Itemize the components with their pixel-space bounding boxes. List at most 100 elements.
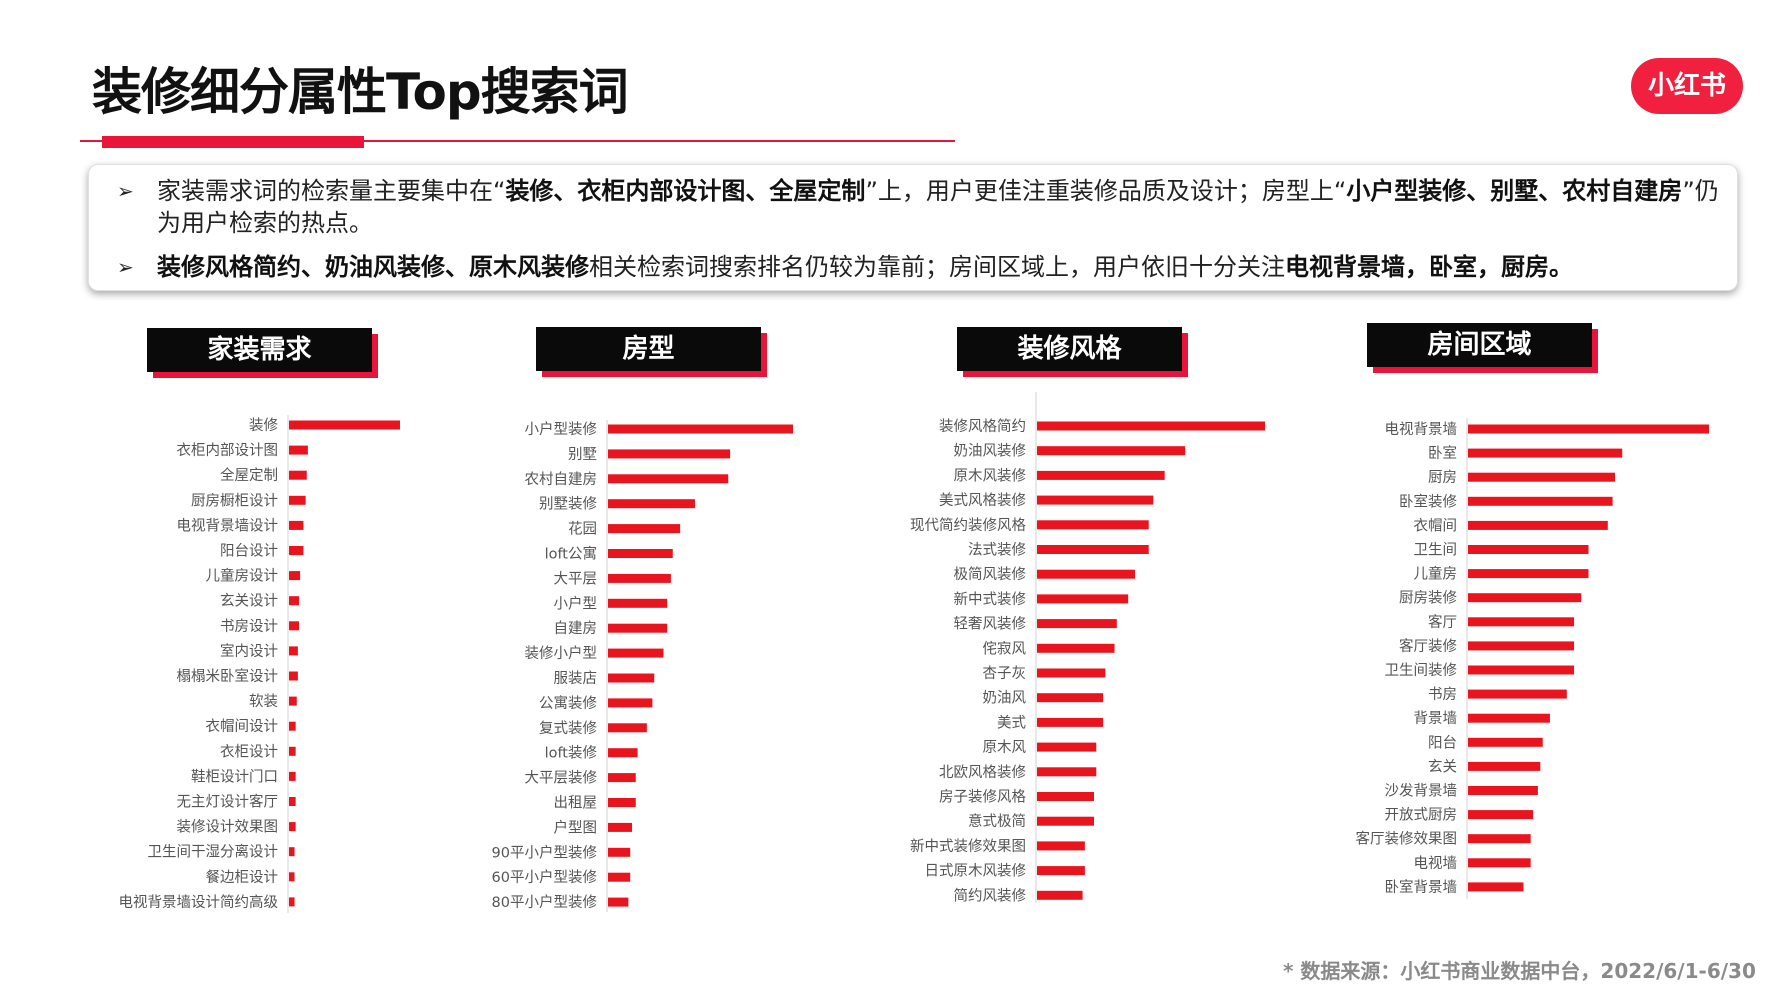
category-label: 客厅装修效果图: [1356, 831, 1458, 848]
chart-title: 房型: [536, 327, 761, 371]
category-label: 儿童房: [1414, 565, 1458, 583]
bar: [608, 449, 731, 459]
category-label: 小户型: [554, 595, 598, 612]
category-label: 卫生间装修: [1385, 662, 1458, 679]
category-label: 装修: [249, 417, 278, 434]
data-source-note: * 数据来源：小红书商业数据中台，2022/6/1-6/30: [1283, 959, 1756, 983]
bar: [1468, 737, 1543, 747]
category-label: 出租屋: [554, 795, 598, 812]
bar: [1468, 882, 1524, 892]
bar: [608, 698, 653, 708]
bar: [1037, 470, 1165, 480]
category-label: 原木风: [983, 739, 1027, 756]
category-label: 别墅装修: [539, 496, 597, 513]
bar: [608, 673, 655, 683]
chart-tag-room-area: 房间区域: [1367, 323, 1598, 373]
bar: [1037, 495, 1154, 505]
bar: [289, 546, 304, 555]
bar: [289, 746, 296, 756]
category-label: 卫生间干湿分离设计: [148, 844, 279, 861]
bar: [289, 872, 295, 882]
bar: [608, 499, 695, 509]
category-label: 80平小户型装修: [492, 894, 598, 911]
bar: [289, 822, 296, 832]
category-label: 衣柜内部设计图: [177, 442, 279, 459]
category-label: 榻榻米卧室设计: [177, 668, 279, 685]
bullet-segment: 家装需求词的检索量主要集中在“: [157, 177, 506, 205]
category-label: 厨房: [1428, 469, 1457, 486]
bar: [1468, 569, 1589, 579]
bar: [608, 524, 681, 534]
category-label: 意式极简: [968, 812, 1026, 830]
category-label: 大平层: [554, 570, 598, 587]
bar: [1468, 424, 1709, 434]
bar: [1037, 816, 1094, 826]
bar: [1037, 421, 1265, 431]
category-label: 全屋定制: [220, 466, 278, 484]
bar: [1037, 742, 1097, 752]
bar: [1468, 689, 1567, 699]
bar: [289, 897, 295, 907]
category-label: 公寓装修: [539, 694, 597, 712]
category-label: 美式风格装修: [939, 492, 1026, 509]
category-label: 大平层装修: [525, 770, 598, 787]
category-label: 新中式装修效果图: [910, 838, 1026, 855]
bar: [608, 623, 668, 633]
category-label: 侘寂风: [983, 640, 1027, 657]
category-label: 背景墙: [1414, 710, 1458, 727]
page-title: 装修细分属性Top搜索词: [92, 63, 629, 121]
bar-chart-1: 装修衣柜内部设计图全屋定制厨房橱柜设计电视背景墙设计阳台设计儿童房设计玄关设计书…: [119, 415, 400, 913]
category-label: 客厅装修: [1399, 638, 1457, 655]
category-label: 新中式装修: [954, 591, 1027, 608]
bar: [608, 748, 638, 758]
title-underline: [80, 140, 955, 142]
bullet-segment: ”上，用户更佳注重装修品质及设计；房型上“: [865, 177, 1347, 205]
bar: [1468, 448, 1623, 458]
chart-tag-style: 装修风格: [957, 327, 1188, 377]
category-label: 衣柜设计: [220, 743, 278, 760]
bar: [1468, 713, 1550, 723]
category-label: 复式装修: [539, 719, 597, 737]
bar: [1037, 866, 1085, 876]
bullet-segment: 相关检索词搜索排名仍较为靠前；房间区域上，用户依旧十分关注: [589, 253, 1285, 281]
category-label: 自建房: [554, 620, 598, 637]
bar: [289, 495, 306, 505]
bar: [608, 847, 631, 857]
category-label: 电视墙: [1414, 855, 1458, 872]
category-label: 软装: [249, 693, 278, 710]
category-label: 开放式厨房: [1385, 807, 1458, 824]
category-label: 服装店: [554, 670, 598, 687]
chart-title: 家装需求: [147, 328, 372, 372]
bullet-segment: ”仍为用户检索的热点。: [157, 177, 1719, 237]
category-label: 户型图: [554, 819, 598, 836]
bar: [608, 872, 631, 882]
bar: [1468, 472, 1616, 482]
bar: [1037, 693, 1104, 703]
bar: [1468, 786, 1538, 795]
bar: [1468, 834, 1531, 844]
bar: [1468, 665, 1575, 675]
category-label: 现代简约装修风格: [910, 517, 1026, 534]
bar: [1037, 890, 1083, 900]
category-label: 美式: [997, 714, 1026, 731]
category-label: 阳台: [1428, 734, 1457, 751]
chart-tag-house-type: 房型: [536, 327, 767, 377]
bar: [289, 646, 298, 656]
category-label: 卧室: [1428, 445, 1457, 462]
bar: [1037, 792, 1094, 801]
summary-box: ➢ 家装需求词的检索量主要集中在“装修、衣柜内部设计图、全屋定制”上，用户更佳注…: [88, 164, 1738, 291]
category-label: 电视背景墙: [1385, 421, 1458, 438]
category-label: 书房设计: [220, 618, 278, 635]
bar: [608, 648, 664, 658]
bar: [608, 598, 668, 608]
bar: [1468, 593, 1582, 603]
bar: [289, 797, 296, 806]
bar: [1468, 810, 1534, 820]
category-label: 卧室背景墙: [1385, 879, 1458, 896]
bar: [1468, 520, 1608, 530]
chart-title: 房间区域: [1367, 323, 1592, 367]
category-label: 装修小户型: [525, 645, 598, 662]
category-label: 杏子灰: [983, 665, 1027, 682]
bar: [1468, 858, 1531, 868]
